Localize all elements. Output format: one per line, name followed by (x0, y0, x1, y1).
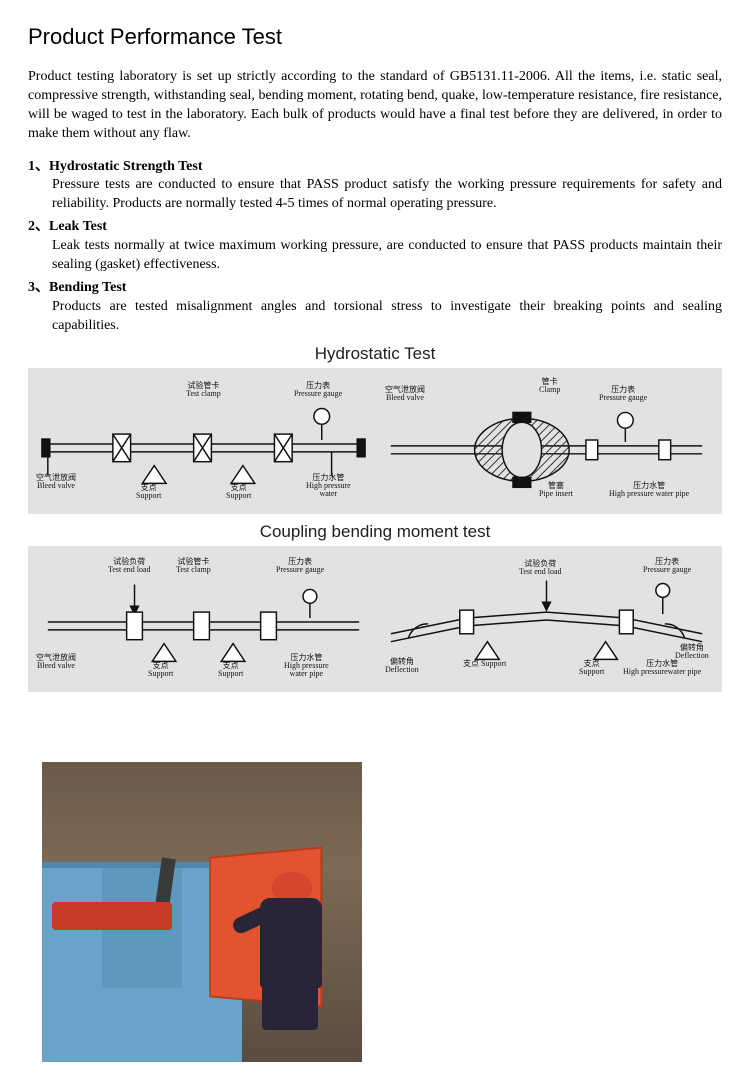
diagram1-title: Hydrostatic Test (28, 344, 722, 364)
test-item-2: 2、Leak Test Leak tests normally at twice… (28, 218, 722, 275)
label-deflection1: 偏转角 Deflection (385, 658, 419, 675)
test-item-1: 1、Hydrostatic Strength Test Pressure tes… (28, 158, 722, 215)
test-title: Leak Test (49, 219, 107, 234)
label-bleed: 空气泄放阀 Bleed valve (385, 386, 425, 403)
diagram2-row: 试验负荷 Test end load 试验管卡 Test clamp 压力表 P… (28, 546, 722, 692)
test-item-3: 3、Bending Test Products are tested misal… (28, 279, 722, 336)
diagram2-right: 试验负荷 Test end load 压力表 Pressure gauge 偏转… (379, 554, 714, 684)
label-pgauge: 压力表 Pressure gauge (276, 558, 324, 575)
label-pgauge: 压力表 Pressure gauge (599, 386, 647, 403)
label-endload: 试验负荷 Test end load (108, 558, 151, 575)
test-body: Leak tests normally at twice maximum wor… (28, 237, 722, 275)
label-support2: 支点 Support (579, 660, 604, 677)
diagram2-title: Coupling bending moment test (28, 522, 722, 542)
page-title: Product Performance Test (28, 24, 722, 50)
test-body: Products are tested misalignment angles … (28, 298, 722, 336)
bending-diagram-block: Coupling bending moment test (28, 522, 722, 692)
test-list: 1、Hydrostatic Strength Test Pressure tes… (28, 158, 722, 336)
test-title: Bending Test (49, 280, 126, 295)
label-support1: 支点 Support (463, 660, 506, 668)
label-support1: 支点 Support (148, 662, 173, 679)
label-pgauge: 压力表 Pressure gauge (294, 382, 342, 399)
diagram1-row: 试验管卡 Test clamp 压力表 Pressure gauge 空气泄放阀… (28, 368, 722, 514)
test-num: 1、 (28, 159, 49, 174)
diagram1-right: 空气泄放阀 Bleed valve 管卡 Clamp 压力表 Pressure … (379, 376, 714, 506)
label-support2: 支点 Support (226, 484, 251, 501)
label-hpw: 压力水管 High pressure water (306, 474, 351, 499)
worker-legs (262, 982, 318, 1030)
test-num: 3、 (28, 280, 49, 295)
label-hpw: 压力水管 High pressurewater pipe (623, 660, 701, 677)
hydrostatic-diagram-block: Hydrostatic Test (28, 344, 722, 514)
label-hpw: 压力水管 High pressure water pipe (284, 654, 329, 679)
label-deflection2: 偏转角 Deflection (675, 644, 709, 661)
worker-figure (242, 872, 332, 1032)
label-testclamp: 试验管卡 Test clamp (176, 558, 211, 575)
pipe-sample (52, 902, 172, 930)
test-title: Hydrostatic Strength Test (49, 159, 203, 174)
diagram2-left: 试验负荷 Test end load 试验管卡 Test clamp 压力表 P… (36, 554, 371, 684)
test-machine-photo (42, 762, 362, 1062)
label-hpw: 压力水管 High pressure water pipe (609, 482, 689, 499)
intro-paragraph: Product testing laboratory is set up str… (28, 68, 722, 144)
label-bleed: 空气泄放阀 Bleed valve (36, 654, 76, 671)
label-testclamp: 试验管卡 Test clamp (186, 382, 221, 399)
test-num: 2、 (28, 219, 49, 234)
diagram1-left: 试验管卡 Test clamp 压力表 Pressure gauge 空气泄放阀… (36, 376, 371, 506)
label-support1: 支点 Support (136, 484, 161, 501)
label-endload: 试验负荷 Test end load (519, 560, 562, 577)
label-bleed: 空气泄放阀 Bleed valve (36, 474, 76, 491)
label-insert: 管塞 Pipe insert (539, 482, 573, 499)
label-support2: 支点 Support (218, 662, 243, 679)
label-clamp: 管卡 Clamp (539, 378, 560, 395)
label-pgauge: 压力表 Pressure gauge (643, 558, 691, 575)
test-body: Pressure tests are conducted to ensure t… (28, 176, 722, 214)
